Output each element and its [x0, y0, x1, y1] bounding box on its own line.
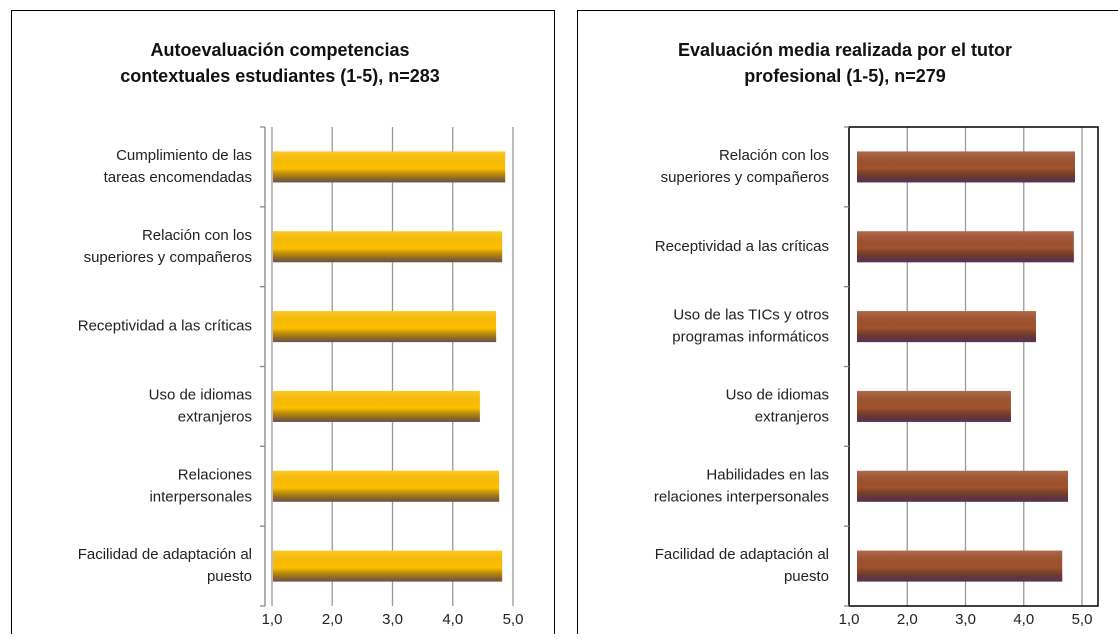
x-tick-label: 3,0 — [955, 611, 976, 628]
bar-shade — [857, 231, 1074, 262]
plot-border — [849, 127, 1098, 606]
x-tick-label: 5,0 — [1072, 611, 1093, 628]
x-tick-label: 3,0 — [382, 611, 403, 628]
x-tick-label: 2,0 — [897, 611, 918, 628]
x-tick-label: 1,0 — [839, 611, 860, 628]
bar-shade — [857, 551, 1062, 582]
y-tick-label: Receptividad a las críticas — [655, 238, 829, 255]
bar-shade — [273, 551, 502, 582]
bar-shade — [857, 311, 1036, 342]
x-tick-label: 1,0 — [262, 611, 283, 628]
bar-shade — [857, 471, 1068, 502]
bar-shade — [857, 391, 1011, 422]
bar-shade — [273, 151, 505, 182]
bar-shade — [857, 151, 1075, 182]
y-tick-label: Receptividad a las críticas — [78, 318, 252, 335]
x-tick-label: 2,0 — [322, 611, 343, 628]
x-tick-label: 5,0 — [503, 611, 524, 628]
bar-shade — [273, 391, 480, 422]
bar-shade — [273, 231, 502, 262]
panel-border — [578, 11, 1118, 635]
bar-shade — [273, 311, 496, 342]
bar-shade — [273, 471, 499, 502]
x-tick-label: 4,0 — [442, 611, 463, 628]
x-tick-label: 4,0 — [1013, 611, 1034, 628]
